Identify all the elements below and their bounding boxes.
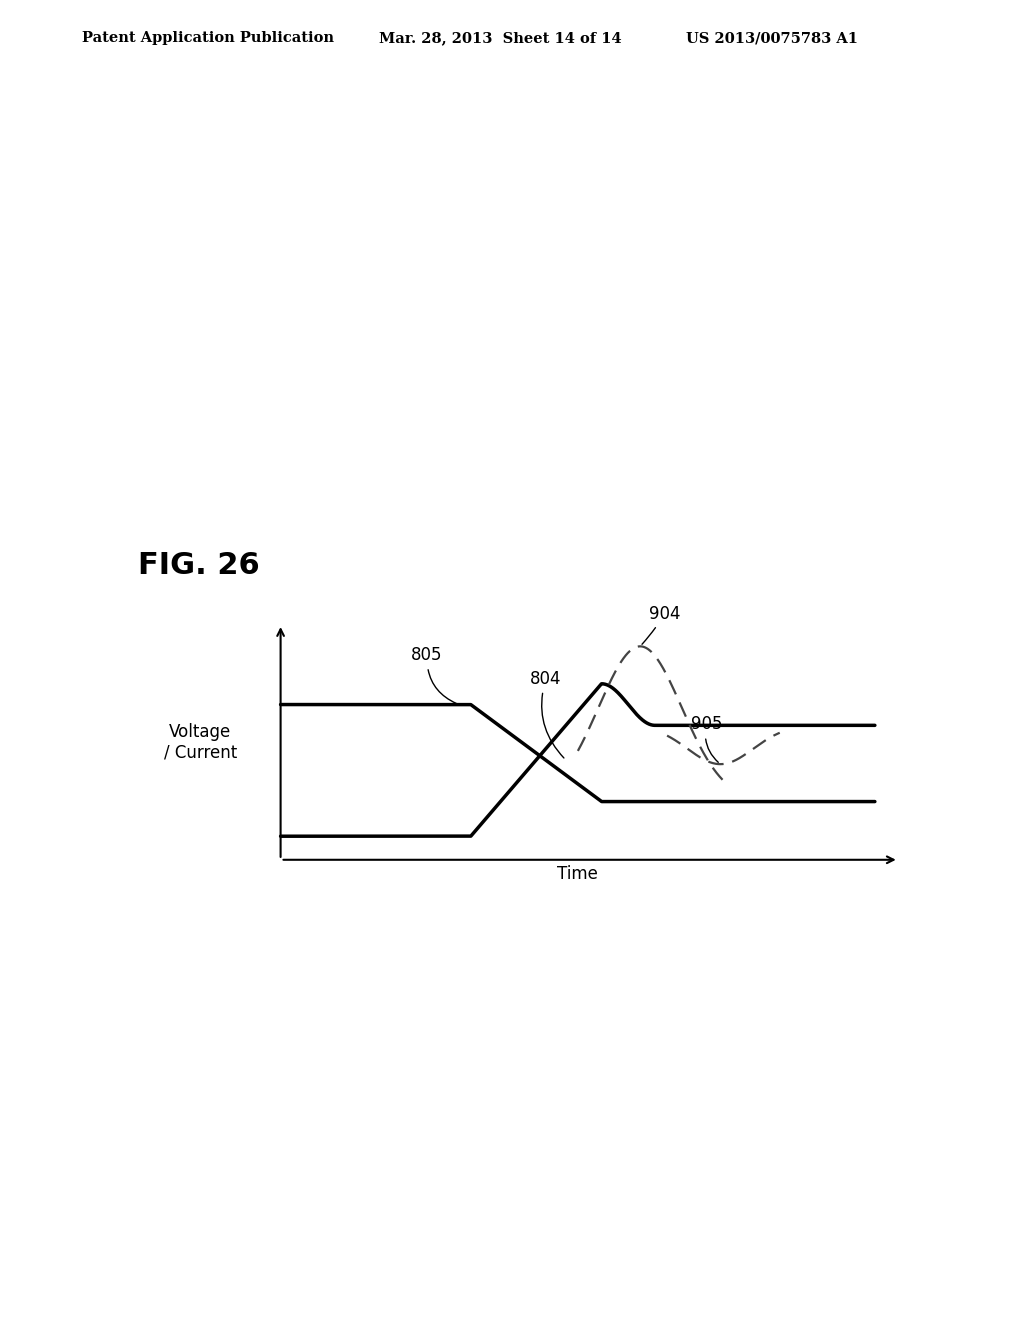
Text: US 2013/0075783 A1: US 2013/0075783 A1	[686, 32, 858, 45]
Text: 905: 905	[690, 715, 722, 763]
Text: FIG. 26: FIG. 26	[138, 552, 260, 581]
Text: 805: 805	[412, 647, 457, 704]
Text: Voltage
/ Current: Voltage / Current	[164, 722, 237, 762]
Text: Mar. 28, 2013  Sheet 14 of 14: Mar. 28, 2013 Sheet 14 of 14	[379, 32, 622, 45]
Text: Patent Application Publication: Patent Application Publication	[82, 32, 334, 45]
Text: Time: Time	[557, 865, 598, 883]
Text: 804: 804	[530, 669, 564, 758]
Text: 904: 904	[642, 605, 681, 644]
